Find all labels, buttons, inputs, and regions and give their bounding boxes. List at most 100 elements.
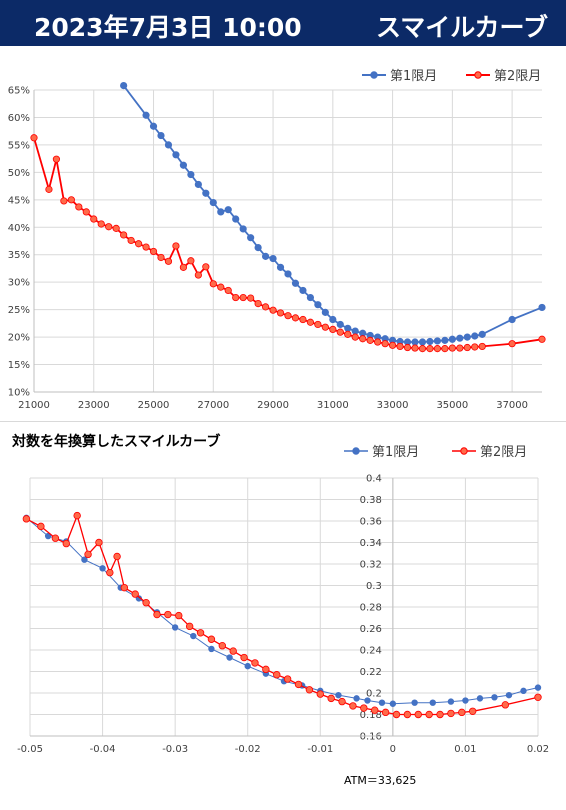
x-tick-label: -0.01 bbox=[307, 744, 333, 755]
x-tick-label: 29000 bbox=[257, 400, 289, 411]
data-point-series-2 bbox=[463, 343, 471, 352]
data-point-series-2 bbox=[501, 701, 510, 709]
data-point-series-1 bbox=[244, 662, 251, 670]
data-point-series-2 bbox=[22, 515, 31, 523]
data-point-series-2 bbox=[441, 345, 449, 353]
data-point-series-1 bbox=[478, 330, 486, 338]
data-point-series-2 bbox=[294, 680, 303, 689]
series-line-2 bbox=[26, 513, 539, 716]
x-tick-label: 21000 bbox=[18, 400, 50, 411]
data-point-series-1 bbox=[208, 645, 215, 653]
data-point-series-1 bbox=[426, 337, 434, 346]
data-point-series-2 bbox=[276, 309, 285, 317]
data-point-series-2 bbox=[254, 299, 262, 308]
y-tick-label: 0.34 bbox=[360, 538, 382, 549]
data-point-series-1 bbox=[247, 234, 255, 242]
data-point-series-2 bbox=[471, 343, 479, 351]
data-point-series-1 bbox=[463, 333, 471, 341]
data-point-series-2 bbox=[316, 690, 324, 698]
y-tick-label: 30% bbox=[8, 278, 30, 289]
legend-swatch-marker bbox=[370, 71, 378, 79]
legend-swatch-marker bbox=[460, 447, 468, 455]
y-tick-label: 0.4 bbox=[366, 474, 382, 485]
x-tick-label: 25000 bbox=[138, 400, 170, 411]
data-point-series-2 bbox=[351, 333, 359, 341]
data-point-series-2 bbox=[381, 340, 389, 348]
chart-panel-1: 10% 15% 20% 25% 30% 35% 40% 45% 50% 55% 60% 65% 2100… bbox=[0, 46, 566, 422]
data-point-series-2 bbox=[232, 293, 240, 302]
data-point-series-1 bbox=[149, 122, 158, 130]
data-point-series-2 bbox=[51, 534, 60, 542]
x-tick-label: 31000 bbox=[317, 400, 349, 411]
data-point-series-1 bbox=[336, 320, 344, 329]
data-point-series-1 bbox=[538, 303, 546, 312]
data-point-series-2 bbox=[229, 647, 237, 655]
data-point-series-2 bbox=[336, 328, 344, 336]
data-point-series-1 bbox=[314, 301, 322, 309]
data-point-series-1 bbox=[299, 286, 307, 295]
data-point-series-2 bbox=[388, 341, 397, 349]
data-point-series-1 bbox=[429, 699, 436, 706]
y-tick-label: 0.36 bbox=[360, 517, 382, 528]
data-point-series-2 bbox=[149, 247, 158, 256]
data-point-series-2 bbox=[381, 708, 390, 717]
data-point-series-2 bbox=[185, 622, 194, 631]
data-point-series-1 bbox=[190, 632, 197, 640]
y-tick-label: 0.38 bbox=[360, 495, 382, 506]
data-point-series-2 bbox=[321, 323, 329, 331]
header-title: スマイルカーブ bbox=[376, 13, 549, 42]
data-point-series-2 bbox=[84, 550, 92, 559]
data-point-series-1 bbox=[520, 687, 527, 695]
data-point-series-2 bbox=[392, 710, 401, 719]
data-point-series-1 bbox=[157, 131, 165, 140]
data-point-series-2 bbox=[67, 196, 75, 204]
y-tick-label: 0.3 bbox=[366, 581, 382, 592]
data-point-series-1 bbox=[172, 151, 180, 159]
legend-swatch-marker bbox=[474, 71, 482, 79]
data-point-series-2 bbox=[187, 257, 195, 265]
data-point-series-2 bbox=[134, 240, 143, 248]
y-tick-label: 0.18 bbox=[360, 710, 382, 721]
data-point-series-2 bbox=[247, 294, 255, 302]
data-point-series-2 bbox=[251, 659, 259, 667]
data-point-series-2 bbox=[179, 263, 188, 271]
data-point-series-2 bbox=[73, 511, 81, 520]
data-point-series-2 bbox=[164, 610, 172, 619]
data-point-series-1 bbox=[456, 334, 464, 342]
data-point-series-1 bbox=[351, 327, 359, 335]
data-point-series-1 bbox=[254, 243, 262, 252]
data-point-series-2 bbox=[175, 611, 183, 620]
header-date: 2023年7月3日 10:00 bbox=[34, 13, 302, 42]
data-point-series-2 bbox=[62, 539, 70, 548]
y-tick-label: 20% bbox=[8, 333, 30, 344]
data-point-series-2 bbox=[105, 223, 113, 231]
data-point-series-2 bbox=[217, 283, 225, 291]
data-point-series-2 bbox=[202, 263, 210, 271]
data-point-series-2 bbox=[106, 568, 114, 577]
x-tick-label: -0.03 bbox=[162, 744, 188, 755]
data-point-series-2 bbox=[396, 342, 404, 351]
data-point-series-2 bbox=[157, 253, 165, 262]
data-point-series-2 bbox=[164, 257, 173, 265]
data-point-series-1 bbox=[353, 695, 360, 702]
data-point-series-2 bbox=[112, 224, 120, 232]
data-point-series-2 bbox=[75, 203, 83, 211]
x-tick-label: 37000 bbox=[496, 400, 528, 411]
data-point-series-2 bbox=[374, 338, 382, 346]
data-point-series-1 bbox=[269, 254, 277, 263]
data-point-series-1 bbox=[471, 332, 479, 340]
data-point-series-2 bbox=[218, 641, 227, 650]
data-point-series-1 bbox=[202, 189, 210, 197]
data-point-series-1 bbox=[284, 270, 292, 278]
data-point-series-2 bbox=[299, 315, 307, 324]
data-point-series-2 bbox=[468, 707, 477, 715]
data-point-series-1 bbox=[171, 624, 179, 631]
data-point-series-2 bbox=[433, 345, 442, 353]
data-point-series-2 bbox=[327, 694, 335, 703]
data-point-series-2 bbox=[414, 710, 422, 719]
data-point-series-1 bbox=[447, 698, 455, 705]
data-point-series-1 bbox=[448, 335, 456, 343]
data-point-series-1 bbox=[321, 308, 329, 316]
data-point-series-2 bbox=[82, 208, 90, 216]
data-point-series-1 bbox=[179, 161, 188, 169]
